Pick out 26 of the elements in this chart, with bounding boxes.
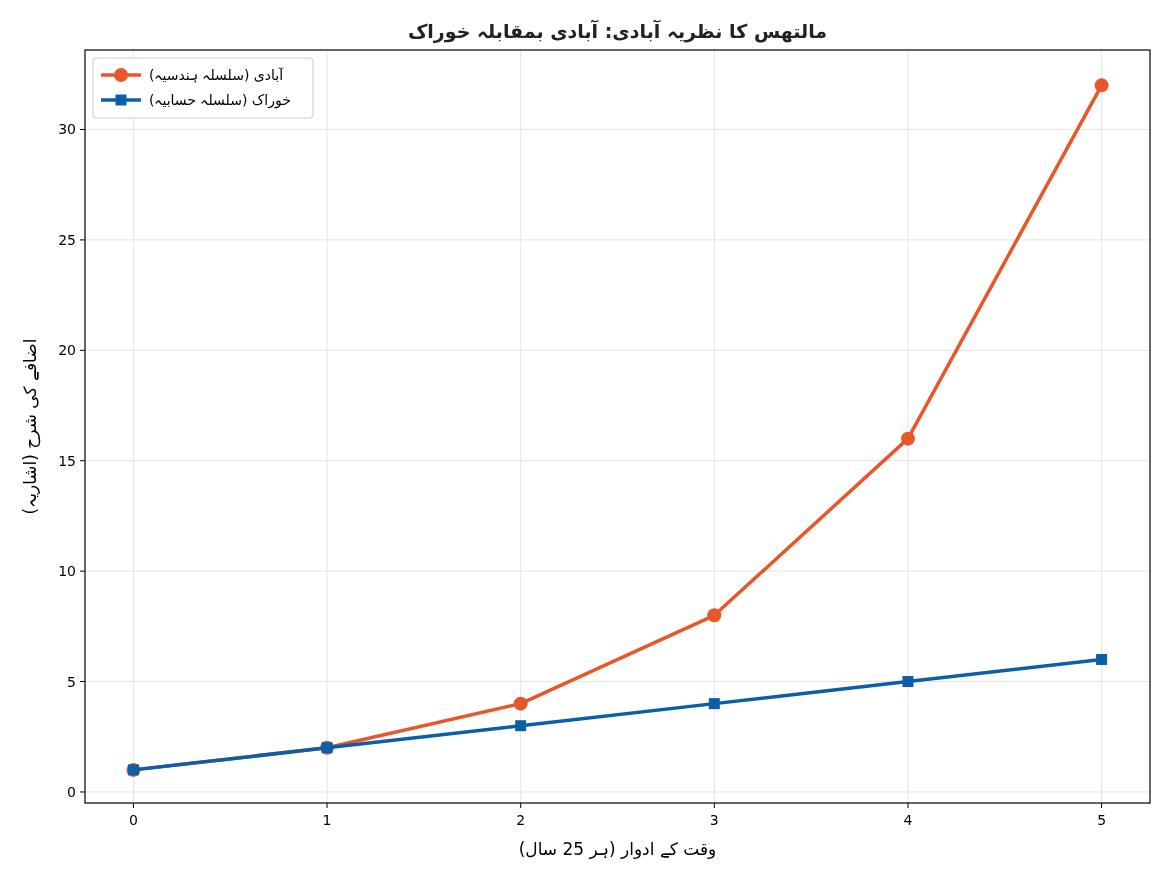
x-tick-label: 1 xyxy=(322,812,332,828)
point xyxy=(900,431,915,446)
point xyxy=(708,698,720,710)
x-tick-label: 3 xyxy=(709,812,719,828)
point xyxy=(902,676,914,688)
point xyxy=(513,696,528,711)
point xyxy=(1094,78,1109,93)
x-tick-label: 5 xyxy=(1097,812,1107,828)
y-tick-label: 5 xyxy=(67,673,76,690)
x-tick-label: 2 xyxy=(516,812,526,828)
point xyxy=(515,720,527,732)
y-tick-label: 15 xyxy=(58,452,76,469)
point xyxy=(1096,653,1108,665)
x-axis-title: وقت کے ادوار (ہر 25 سال) xyxy=(518,839,717,859)
y-axis-title: اضافے کی شرح (اشاریہ) xyxy=(20,338,41,515)
y-tick-label: 0 xyxy=(67,783,76,800)
y-tick-label: 30 xyxy=(58,121,76,138)
legend-label: خوراک (سلسلہ حسابیہ) xyxy=(149,92,291,109)
y-tick-label: 25 xyxy=(58,231,76,248)
chart-title: مالتھس کا نظریہ آبادی: آبادی بمقابلہ خوراک xyxy=(407,19,828,43)
y-tick-label: 20 xyxy=(58,342,76,359)
x-tick-label: 4 xyxy=(903,812,913,828)
legend-label: آبادی (سلسلہ ہندسیہ) xyxy=(149,67,285,83)
point xyxy=(707,608,722,623)
x-tick-label: 0 xyxy=(128,812,138,828)
y-tick-label: 10 xyxy=(58,563,76,580)
